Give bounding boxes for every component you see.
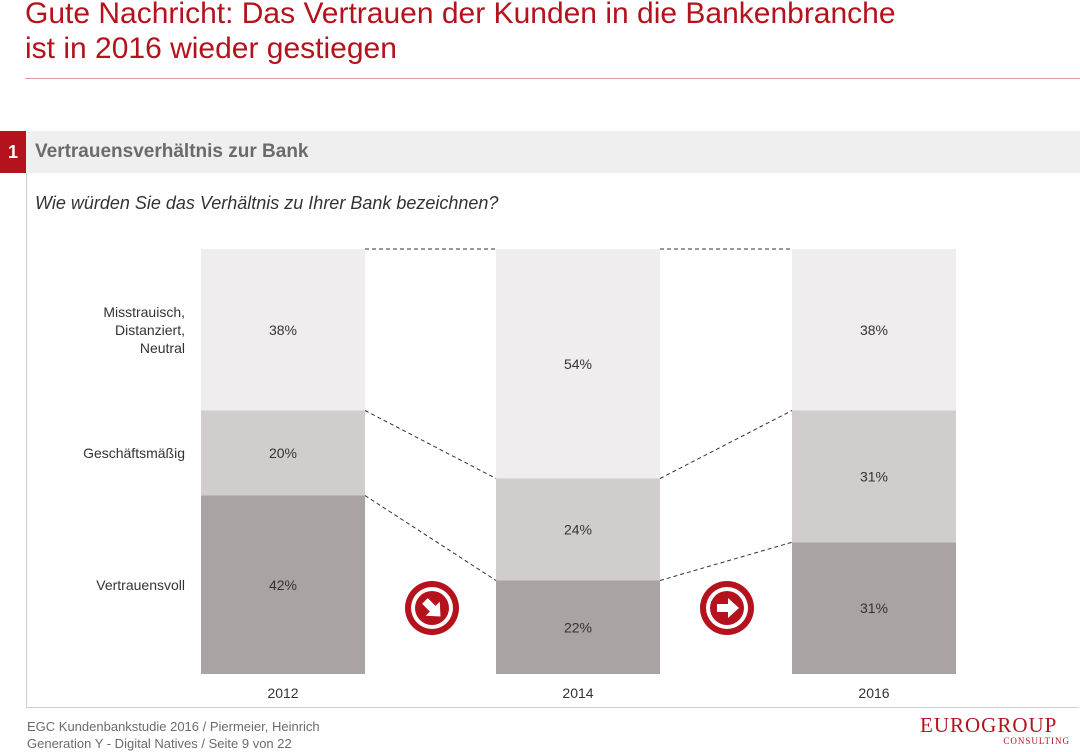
x-tick-label: 2012 [267,685,298,701]
data-label: 54% [564,356,592,372]
data-label: 24% [564,522,592,538]
connector-line [659,541,793,581]
x-tick-label: 2014 [562,685,593,701]
footer-line-1: EGC Kundenbankstudie 2016 / Piermeier, H… [27,719,320,734]
bar-segment [792,542,956,674]
x-tick-label: 2016 [858,685,889,701]
logo-main-text: EUROGROUP [920,713,1058,737]
data-label: 20% [269,445,297,461]
section-label: Vertrauensverhältnis zur Bank [35,141,309,162]
data-label: 22% [564,619,592,635]
bar-segment [496,249,660,479]
page-title: Gute Nachricht: Das Vertrauen der Kunden… [25,0,1065,66]
chart-panel [26,173,1079,708]
bar-segment [201,410,365,496]
bar-segment [792,410,956,543]
arrow-down-right-icon [405,581,459,635]
bar-segment [792,249,956,411]
series-label: Vertrauensvoll [96,577,185,593]
connector-line [364,410,497,479]
data-label: 31% [860,600,888,616]
footer-line-2: Generation Y - Digital Natives / Seite 9… [27,736,292,751]
data-label: 31% [860,468,888,484]
bar-segment [496,478,660,581]
connector-line [364,495,497,581]
company-logo: EUROGROUP CONSULTING [920,714,1080,750]
bar-segment [496,580,660,674]
connector-line [659,410,793,479]
title-line-2: ist in 2016 wieder gestiegen [25,32,397,65]
footer: EGC Kundenbankstudie 2016 / Piermeier, H… [27,718,320,752]
survey-question: Wie würden Sie das Verhältnis zu Ihrer B… [35,193,499,213]
title-divider [25,78,1080,79]
series-label: Geschäftsmäßig [83,445,185,461]
section-number: 1 [0,131,26,173]
bar-segment [201,495,365,674]
arrow-right-icon [700,581,754,635]
bar-segment [201,249,365,411]
title-line-1: Gute Nachricht: Das Vertrauen der Kunden… [25,0,896,30]
data-label: 42% [269,577,297,593]
data-label: 38% [860,322,888,338]
section-header: 1 Vertrauensverhältnis zur Bank [0,131,1080,173]
series-label: Neutral [140,340,185,356]
logo-sub-text: CONSULTING [1003,736,1070,746]
series-label: Distanziert, [115,322,185,338]
data-label: 38% [269,322,297,338]
series-label: Misstrauisch, [103,304,185,320]
